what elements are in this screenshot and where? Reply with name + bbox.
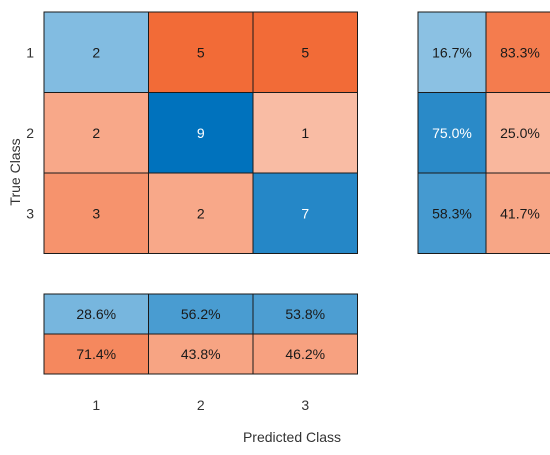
x-tick-label: 3 — [301, 397, 309, 413]
column-summary-value: 46.2% — [285, 346, 325, 362]
y-tick-label: 3 — [26, 205, 34, 221]
row-summary-cell — [485, 92, 550, 174]
matrix-cell — [43, 11, 149, 93]
row-summary-value: 16.7% — [432, 44, 472, 60]
column-summary-value: 53.8% — [285, 306, 325, 322]
column-summary-value: 28.6% — [76, 306, 116, 322]
row-summary-value: 25.0% — [500, 125, 540, 141]
column-summary: 28.6% 56.2% 53.8% 71.4% 43.8% 46.2% — [43, 293, 358, 375]
row-summary-value: 41.7% — [500, 205, 540, 221]
y-tick-label: 1 — [26, 44, 34, 60]
column-summary-cell — [252, 333, 358, 375]
matrix-cell — [252, 92, 358, 174]
row-summary-value: 58.3% — [432, 205, 472, 221]
column-summary-value: 71.4% — [76, 346, 116, 362]
tick-labels: 1 1 2 2 3 3 — [26, 44, 309, 413]
x-axis-label: Predicted Class — [243, 429, 341, 445]
row-summary-value: 75.0% — [432, 125, 472, 141]
matrix-cell-value: 1 — [301, 125, 309, 141]
column-summary-cell — [43, 333, 149, 375]
matrix-cell-value: 2 — [92, 125, 100, 141]
matrix-cell-value: 3 — [92, 205, 100, 221]
row-summary-cell — [485, 11, 550, 93]
row-summary-cell — [417, 11, 487, 93]
y-tick-label: 2 — [26, 125, 34, 141]
x-tick-label: 2 — [197, 397, 205, 413]
matrix-cell — [148, 92, 254, 174]
matrix-cell-value: 2 — [92, 44, 100, 60]
row-summary-value: 83.3% — [500, 44, 540, 60]
matrix-cell — [148, 172, 254, 254]
y-axis-label: True Class — [7, 138, 23, 205]
matrix-cell-value: 5 — [197, 44, 205, 60]
matrix-cell-value: 9 — [197, 125, 205, 141]
matrix-cell-value: 2 — [197, 205, 205, 221]
column-summary-value: 43.8% — [181, 346, 221, 362]
matrix-cell-value: 5 — [301, 44, 309, 60]
matrix-cell — [43, 92, 149, 174]
column-summary-cell — [148, 333, 254, 375]
x-tick-label: 1 — [92, 397, 100, 413]
main-matrix: 2 5 5 2 9 1 3 2 7 — [43, 11, 358, 254]
row-summary-cell — [417, 92, 487, 174]
row-summary: 16.7% 83.3% 75.0% 25.0% 58.3% 41.7% — [417, 11, 550, 254]
column-summary-value: 56.2% — [181, 306, 221, 322]
matrix-cell — [148, 11, 254, 93]
matrix-cell — [252, 172, 358, 254]
row-summary-cell — [485, 172, 550, 254]
matrix-cell — [252, 11, 358, 93]
row-summary-cell — [417, 172, 487, 254]
matrix-cell — [43, 172, 149, 254]
matrix-cell-value: 7 — [301, 205, 309, 221]
